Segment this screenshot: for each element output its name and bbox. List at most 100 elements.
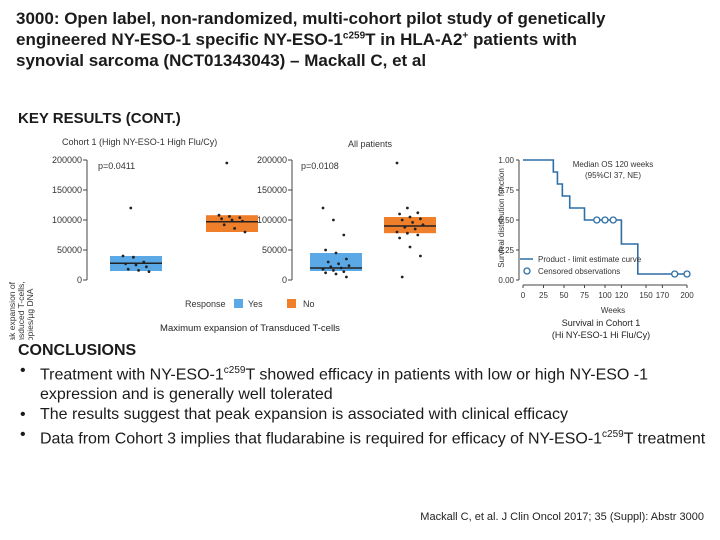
survival-y-tick-label: 0.25 <box>498 246 514 255</box>
survival-x-tick-label: 75 <box>580 291 589 300</box>
data-point <box>332 218 335 222</box>
survival-y-tick-label: 0.50 <box>498 216 514 225</box>
data-point <box>121 254 125 258</box>
y-tick-label: 50000 <box>57 245 82 255</box>
panel-left-title: Cohort 1 (High NY-ESO-1 High Flu/Cy) <box>62 137 217 147</box>
data-point <box>345 257 348 261</box>
data-point <box>142 260 146 264</box>
title-part-1: 3000: Open label, non-randomized, multi-… <box>16 9 606 49</box>
data-point <box>217 213 221 217</box>
data-point <box>228 215 231 218</box>
panel-right-title: All patients <box>348 139 393 149</box>
data-point <box>126 267 130 271</box>
data-point <box>398 236 401 240</box>
box-no <box>384 217 436 234</box>
data-point <box>334 251 338 255</box>
data-point <box>137 269 141 272</box>
y-tick-label: 100000 <box>52 215 82 225</box>
data-point <box>145 265 148 269</box>
data-point <box>342 270 346 273</box>
survival-x-tick-label: 100 <box>598 291 612 300</box>
legend-title: Response <box>185 299 226 309</box>
data-point <box>243 230 247 234</box>
data-point <box>124 262 127 266</box>
data-point <box>421 223 425 227</box>
survival-y-tick-label: 0.00 <box>498 276 514 285</box>
data-point <box>321 267 325 271</box>
median-os-line-1: Median OS 120 weeks <box>573 160 654 169</box>
survival-x-tick-label: 120 <box>615 291 629 300</box>
y-tick-label: 150000 <box>257 185 287 195</box>
data-point <box>408 215 412 219</box>
survival-caption-line-2: (Hi NY-ESO-1 Hi Flu/Cy) <box>552 330 650 340</box>
data-point <box>419 254 422 258</box>
censored-marker <box>601 216 609 224</box>
survival-y-tick-label: 0.75 <box>498 186 514 195</box>
survival-curve <box>523 159 687 275</box>
data-point <box>419 217 422 221</box>
survival-x-axis-label: Weeks <box>601 306 625 315</box>
survival-axes: 1.00 0.75 0.50 0.25 0.00 0 25 50 75 100 120 150 170 2… <box>498 156 694 300</box>
title-superscript-2: + <box>462 30 469 42</box>
legend-no-swatch <box>287 299 296 308</box>
data-point <box>416 233 420 237</box>
censored-marker <box>609 216 617 224</box>
y-tick-label: 50000 <box>262 245 287 255</box>
conclusion-item-3: Data from Cohort 3 implies that fludarab… <box>18 425 718 449</box>
y-tick-label: 0 <box>77 275 82 285</box>
conclusion-item-1: Treatment with NY-ESO-1c259T showed effi… <box>18 361 718 405</box>
y-axis-label-line-2: transduced T-cells, <box>16 281 26 340</box>
median-os-line-2: (95%CI 37, NE) <box>585 171 641 180</box>
censored-marker <box>593 216 601 224</box>
survival-marks <box>523 159 691 278</box>
data-point <box>129 206 133 210</box>
data-point <box>395 161 399 165</box>
legend-curve-label: Product - limit estimate curve <box>538 255 642 264</box>
legend-yes-swatch <box>234 299 243 308</box>
data-point <box>225 161 229 165</box>
data-point <box>233 227 237 230</box>
data-point <box>324 271 327 275</box>
data-point <box>147 270 151 273</box>
data-point <box>132 255 135 259</box>
conclusions-list: Treatment with NY-ESO-1c259T showed effi… <box>18 361 718 450</box>
title-superscript-1: c259 <box>342 30 366 42</box>
data-point <box>134 263 138 267</box>
title-part-2: T in HLA-A2 <box>365 30 463 49</box>
data-point <box>332 269 335 272</box>
data-point <box>416 211 420 215</box>
data-point <box>222 223 226 227</box>
data-point <box>403 225 407 229</box>
data-point <box>337 262 340 266</box>
legend-censored-label: Censored observations <box>538 267 620 276</box>
y-tick-label: 100000 <box>257 215 287 225</box>
data-point <box>238 216 242 219</box>
censored-marker <box>683 270 691 278</box>
y-tick-label: 150000 <box>52 185 82 195</box>
title-part-3: patients with synovial sarcoma (NCT01343… <box>16 30 577 70</box>
survival-x-tick-label: 200 <box>680 291 694 300</box>
boxplot-marks <box>110 161 436 279</box>
survival-caption-line-1: Survival in Cohort 1 <box>562 318 641 328</box>
survival-y-tick-label: 1.00 <box>498 156 514 165</box>
survival-y-axis-label: Survival distribution function <box>497 168 506 268</box>
y-axis-label-line-3: copies/µg DNA <box>25 288 35 340</box>
data-point <box>230 218 234 222</box>
data-point <box>321 206 325 210</box>
data-point <box>334 272 338 276</box>
left-panel-y-axis: 200000 150000 100000 50000 0 <box>52 155 88 285</box>
data-point <box>408 245 412 249</box>
citation: Mackall C, et al. J Clin Oncol 2017; 35 … <box>420 511 704 523</box>
data-point <box>406 231 409 235</box>
y-axis-label-line-1: Peak expansion of <box>7 281 17 340</box>
survival-x-tick-label: 170 <box>656 291 670 300</box>
box-no <box>206 215 258 232</box>
slide-title: 3000: Open label, non-randomized, multi-… <box>16 8 616 71</box>
data-point <box>345 275 348 279</box>
conclusions-section: CONCLUSIONS Treatment with NY-ESO-1c259T… <box>18 341 718 450</box>
y-tick-label: 0 <box>282 275 287 285</box>
p-value-left: p=0.0411 <box>98 161 135 171</box>
y-tick-label: 200000 <box>257 155 287 165</box>
y-tick-label: 200000 <box>52 155 82 165</box>
censored-marker <box>671 270 679 278</box>
